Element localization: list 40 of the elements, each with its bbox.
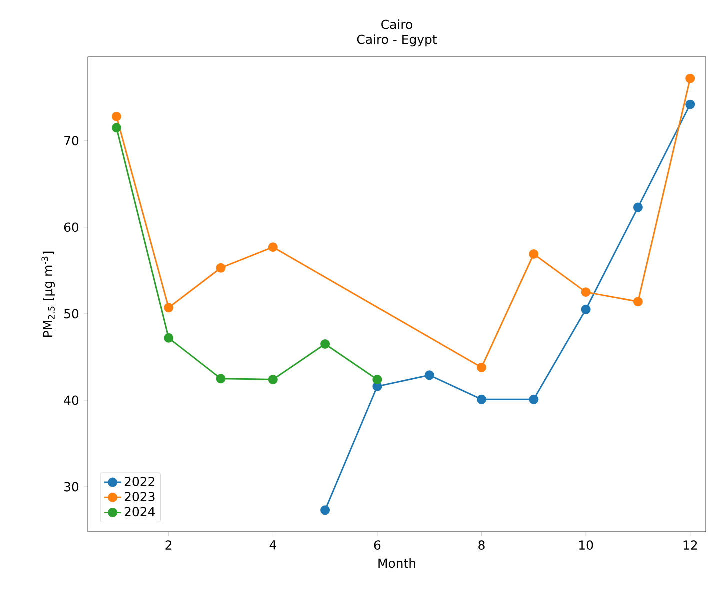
legend-label: 2024 [124, 507, 156, 517]
point [529, 394, 539, 404]
point [216, 263, 226, 273]
x-tick-label: 2 [166, 540, 172, 550]
point [581, 288, 591, 298]
legend-label: 2022 [124, 476, 154, 486]
y-axis-title: PM$_{2.5}$ [μg m$^{-3}$] [42, 252, 56, 337]
x-tick-label: 8 [478, 540, 485, 550]
point [529, 250, 539, 259]
legend-label: 2023 [124, 492, 155, 502]
point [633, 297, 643, 307]
point [112, 123, 122, 133]
x-axis-title: Month [378, 558, 416, 568]
x-tick-label: 10 [580, 540, 594, 550]
chart-subtitle: Cairo - Egypt [357, 34, 438, 47]
y-tick-label: 70 [64, 136, 79, 146]
point [477, 394, 487, 404]
point [320, 339, 330, 349]
point [268, 242, 278, 252]
point [477, 362, 487, 372]
y-tick-label: 60 [64, 222, 79, 232]
point [633, 202, 643, 212]
point [581, 304, 591, 314]
point [164, 333, 174, 343]
point [164, 303, 174, 313]
point [424, 370, 434, 380]
y-tick-label: 50 [64, 309, 79, 319]
y-tick-label: 40 [64, 396, 79, 406]
point [686, 100, 696, 110]
point [112, 112, 122, 122]
x-tick-label: 12 [684, 540, 698, 550]
point [372, 374, 382, 384]
point [686, 74, 696, 84]
chart-title: Cairo [382, 20, 412, 30]
x-tick-label: 4 [270, 540, 276, 550]
point [216, 374, 226, 384]
point [268, 374, 278, 384]
y-tick-label: 30 [64, 482, 79, 492]
x-tick-label: 6 [374, 540, 381, 550]
point [320, 506, 330, 516]
